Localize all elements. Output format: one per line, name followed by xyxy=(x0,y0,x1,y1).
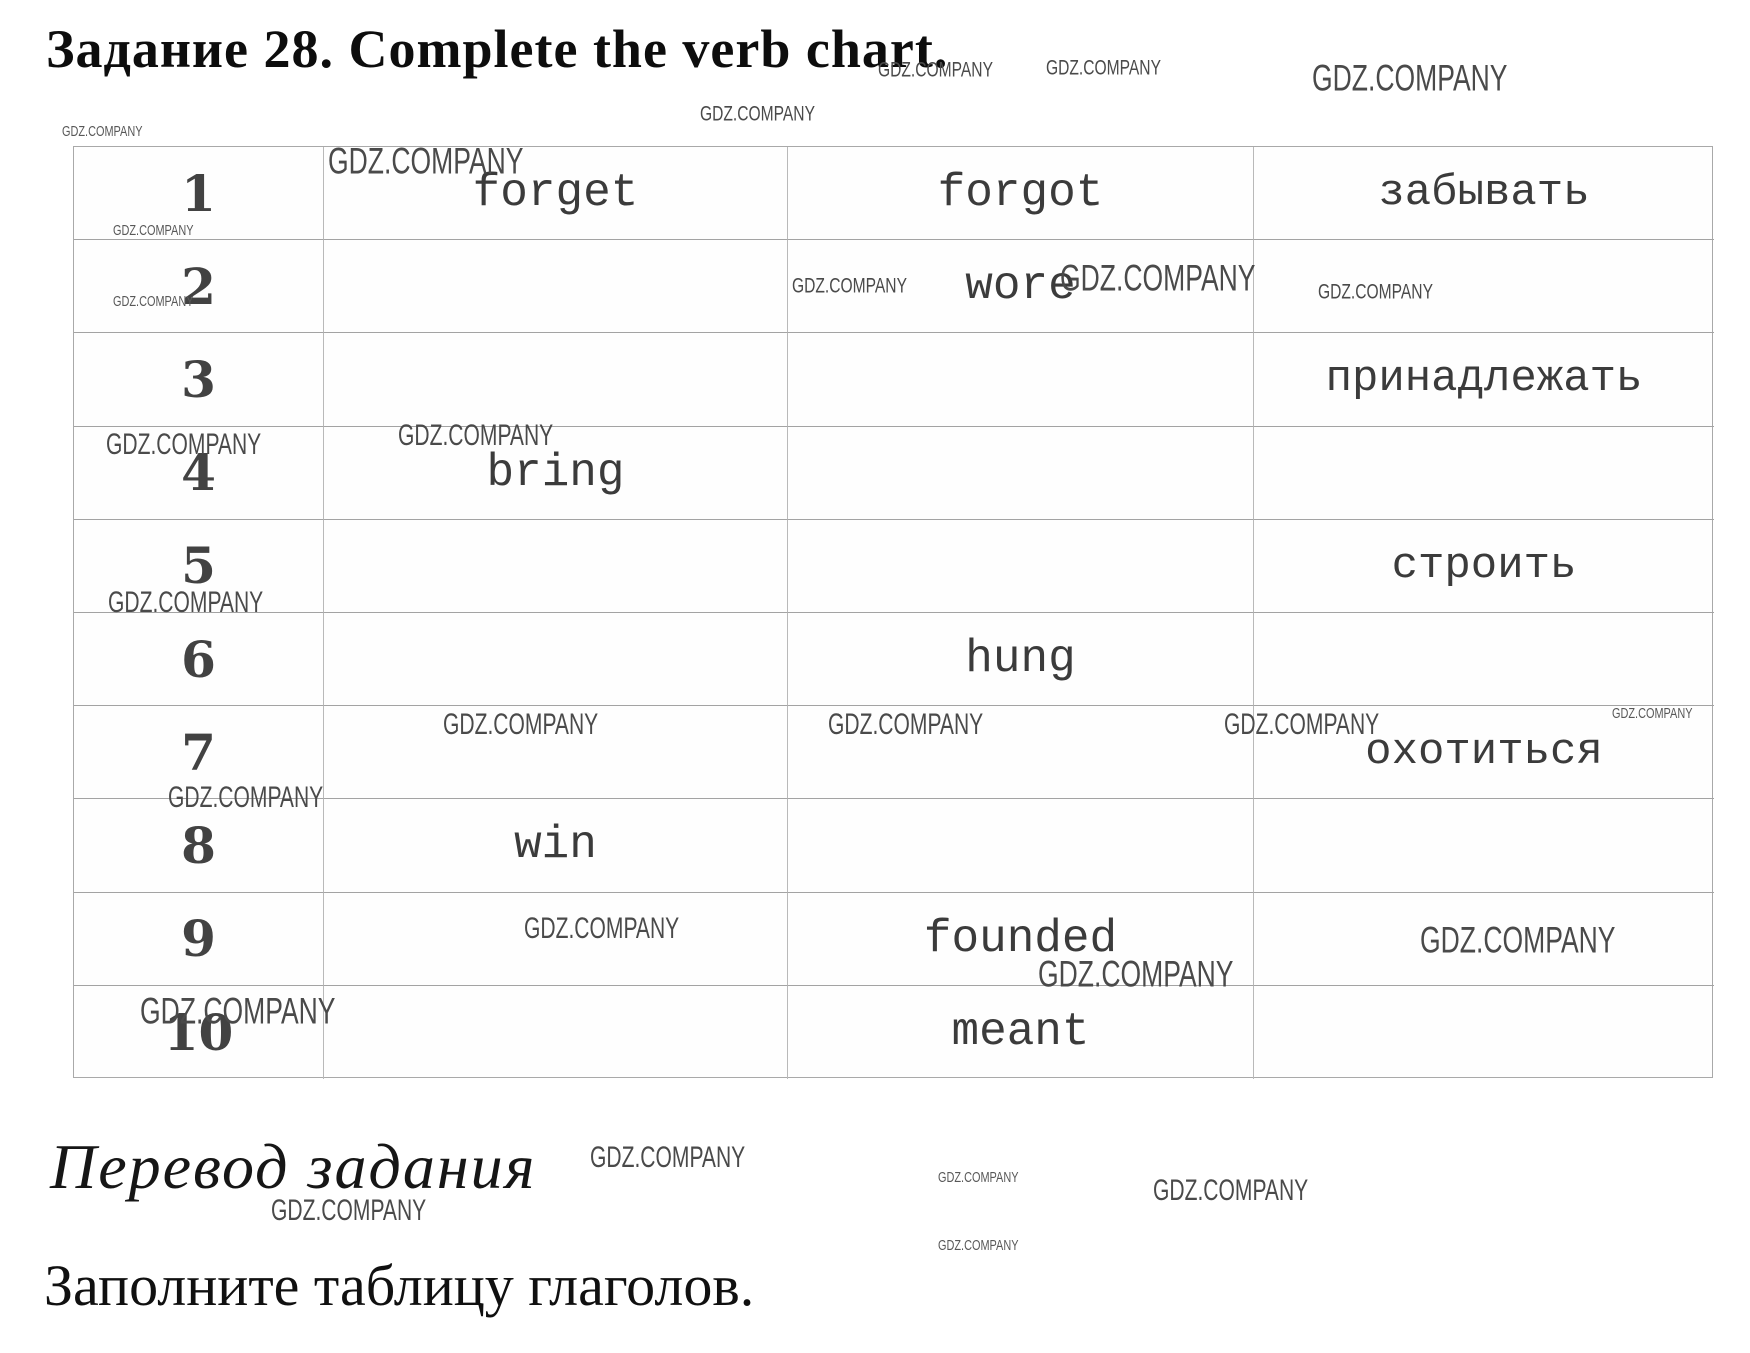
gdz-watermark: GDZ.COMPANY xyxy=(398,419,554,452)
gdz-watermark: GDZ.COMPANY xyxy=(938,1168,1019,1186)
gdz-watermark: GDZ.COMPANY xyxy=(878,58,993,82)
gdz-watermark: GDZ.COMPANY xyxy=(524,912,680,945)
cell-past-simple xyxy=(788,333,1254,427)
cell-infinitive: win xyxy=(324,799,788,893)
gdz-watermark: GDZ.COMPANY xyxy=(792,274,907,298)
gdz-watermark: GDZ.COMPANY xyxy=(1038,954,1234,996)
cell-number: 10 xyxy=(74,985,324,1079)
cell-translation xyxy=(1254,893,1714,986)
gdz-watermark: GDZ.COMPANY xyxy=(168,781,324,814)
page-title: Задание 28. Complete the verb chart. xyxy=(46,19,949,79)
cell-number: 7 xyxy=(74,706,324,800)
cell-translation: строить xyxy=(1254,520,1714,613)
cell-past-simple xyxy=(788,519,1254,613)
gdz-watermark: GDZ.COMPANY xyxy=(106,428,262,461)
gdz-watermark: GDZ.COMPANY xyxy=(700,102,815,126)
cell-infinitive xyxy=(324,985,788,1079)
cell-infinitive xyxy=(324,612,788,707)
gdz-watermark: GDZ.COMPANY xyxy=(443,708,599,741)
gdz-watermark: GDZ.COMPANY xyxy=(1612,704,1693,722)
cell-number: 3 xyxy=(74,333,324,427)
cell-number: 9 xyxy=(74,892,324,986)
cell-past-simple: wore xyxy=(788,240,1254,334)
gdz-watermark: GDZ.COMPANY xyxy=(1318,280,1433,304)
cell-number: 6 xyxy=(74,612,324,707)
cell-number: 8 xyxy=(74,799,324,893)
cell-number: 4 xyxy=(74,426,324,520)
gdz-watermark: GDZ.COMPANY xyxy=(1060,258,1256,300)
cell-infinitive: forget xyxy=(324,147,788,241)
cell-number: 5 xyxy=(74,519,324,613)
cell-translation xyxy=(1254,613,1714,707)
gdz-watermark: GDZ.COMPANY xyxy=(328,141,524,183)
cell-translation xyxy=(1254,799,1714,893)
cell-past-simple: meant xyxy=(788,985,1254,1079)
gdz-watermark: GDZ.COMPANY xyxy=(1224,708,1380,741)
translation-heading: Перевод задания xyxy=(50,1131,537,1202)
cell-past-simple: hung xyxy=(788,612,1254,707)
cell-infinitive xyxy=(324,706,788,800)
gdz-watermark: GDZ.COMPANY xyxy=(1046,56,1161,80)
gdz-watermark: GDZ.COMPANY xyxy=(140,991,336,1033)
gdz-watermark: GDZ.COMPANY xyxy=(1420,920,1616,962)
cell-number: 2 xyxy=(74,240,324,334)
verb-chart-table: 1 forget forgot забывать 2 wore 3 принадлежать 4… xyxy=(73,146,1714,1079)
gdz-watermark: GDZ.COMPANY xyxy=(938,1236,1019,1254)
gdz-watermark: GDZ.COMPANY xyxy=(113,221,194,239)
gdz-watermark: GDZ.COMPANY xyxy=(108,586,264,619)
gdz-watermark: GDZ.COMPANY xyxy=(828,708,984,741)
cell-infinitive xyxy=(324,519,788,613)
cell-translation xyxy=(1254,240,1714,334)
gdz-watermark: GDZ.COMPANY xyxy=(271,1194,427,1227)
cell-infinitive xyxy=(324,333,788,427)
gdz-watermark: GDZ.COMPANY xyxy=(62,122,143,140)
cell-translation xyxy=(1254,427,1714,520)
cell-translation: забывать xyxy=(1254,147,1714,241)
cell-infinitive xyxy=(324,892,788,986)
cell-translation: принадлежать xyxy=(1254,333,1714,427)
cell-past-simple xyxy=(788,799,1254,893)
gdz-watermark: GDZ.COMPANY xyxy=(113,292,194,310)
cell-past-simple xyxy=(788,426,1254,520)
cell-past-simple: founded xyxy=(788,892,1254,986)
cell-translation xyxy=(1254,986,1714,1079)
cell-past-simple xyxy=(788,706,1254,800)
cell-past-simple: forgot xyxy=(788,147,1254,241)
cell-translation: охотиться xyxy=(1254,706,1714,800)
gdz-watermark: GDZ.COMPANY xyxy=(1312,58,1508,100)
gdz-watermark: GDZ.COMPANY xyxy=(1153,1174,1309,1207)
cell-infinitive: bring xyxy=(324,426,788,520)
translation-task-text: Заполните таблицу глаголов. xyxy=(44,1253,755,1318)
cell-number: 1 xyxy=(74,147,324,241)
cell-infinitive xyxy=(324,240,788,334)
gdz-watermark: GDZ.COMPANY xyxy=(590,1141,746,1174)
